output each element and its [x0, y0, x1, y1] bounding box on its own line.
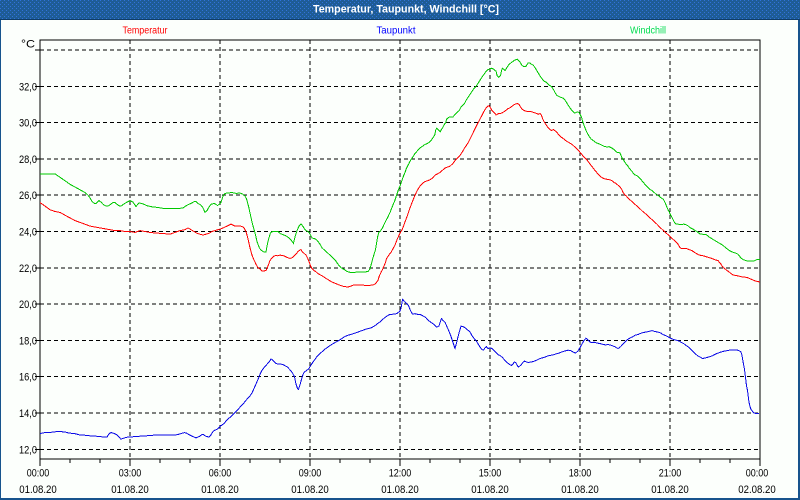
svg-text:01.08.20: 01.08.20	[471, 484, 509, 496]
svg-text:20,0: 20,0	[19, 299, 37, 311]
svg-text:24,0: 24,0	[19, 227, 37, 239]
svg-text:16,0: 16,0	[19, 372, 37, 384]
svg-text:32,0: 32,0	[19, 81, 37, 93]
svg-text:30,0: 30,0	[19, 118, 37, 130]
svg-text:01.08.20: 01.08.20	[19, 484, 57, 496]
svg-text:01.08.20: 01.08.20	[201, 484, 239, 496]
svg-text:Temperatur: Temperatur	[123, 26, 169, 37]
svg-text:02.08.20: 02.08.20	[738, 484, 776, 496]
svg-text:18:00: 18:00	[569, 468, 592, 480]
svg-text:00:00: 00:00	[27, 468, 50, 480]
svg-text:18,0: 18,0	[19, 335, 37, 347]
svg-text:00:00: 00:00	[746, 468, 769, 480]
svg-text:°C: °C	[21, 39, 35, 51]
svg-text:15:00: 15:00	[479, 468, 502, 480]
svg-text:01.08.20: 01.08.20	[651, 484, 689, 496]
svg-text:01.08.20: 01.08.20	[291, 484, 329, 496]
svg-text:06:00: 06:00	[209, 468, 232, 480]
svg-text:12,0: 12,0	[19, 444, 37, 456]
svg-text:Temperatur, Taupunkt, Windchil: Temperatur, Taupunkt, Windchill [°C]	[313, 4, 499, 16]
svg-text:09:00: 09:00	[299, 468, 322, 480]
svg-text:Windchill: Windchill	[630, 26, 666, 37]
svg-text:21:00: 21:00	[659, 468, 682, 480]
svg-text:28,0: 28,0	[19, 154, 37, 166]
svg-text:01.08.20: 01.08.20	[561, 484, 599, 496]
svg-text:01.08.20: 01.08.20	[381, 484, 419, 496]
svg-text:Taupunkt: Taupunkt	[377, 26, 416, 37]
svg-text:22,0: 22,0	[19, 263, 37, 275]
svg-text:01.08.20: 01.08.20	[111, 484, 149, 496]
svg-text:12:00: 12:00	[389, 468, 412, 480]
svg-text:14,0: 14,0	[19, 408, 37, 420]
svg-text:03:00: 03:00	[119, 468, 142, 480]
svg-text:26,0: 26,0	[19, 190, 37, 202]
